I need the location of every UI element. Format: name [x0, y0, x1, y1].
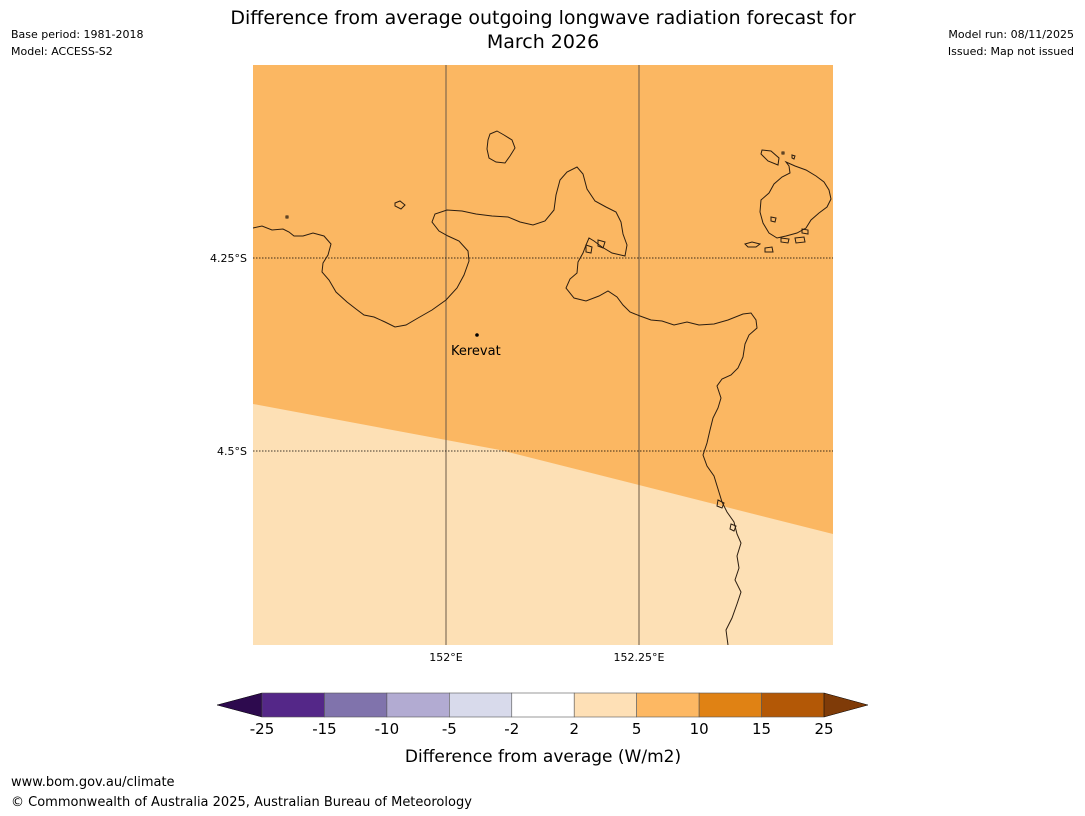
legend-tick-label: -5 — [442, 720, 457, 738]
legend-swatch — [698, 692, 762, 718]
legend-swatch — [636, 692, 700, 718]
base-period-text: Base period: 1981-2018 — [11, 28, 144, 41]
lat-label-4-25s: 4.25°S — [210, 252, 247, 265]
lat-label-4-5s: 4.5°S — [217, 445, 247, 458]
legend-swatch — [386, 692, 450, 718]
legend-swatch — [449, 692, 513, 718]
legend-tick-label: 15 — [752, 720, 771, 738]
legend-swatch — [324, 692, 388, 718]
kerevat-marker — [475, 333, 479, 337]
metadata-right: Model run: 08/11/2025 Issued: Map not is… — [948, 26, 1074, 60]
legend-tick-label: -15 — [312, 720, 337, 738]
legend-swatch — [573, 692, 637, 718]
footer-copyright: © Commonwealth of Australia 2025, Austra… — [11, 795, 472, 810]
legend-tick-label: -10 — [375, 720, 400, 738]
title-line-2: March 2026 — [486, 31, 600, 53]
footer-url: www.bom.gov.au/climate — [11, 775, 175, 790]
legend-tick-label: 10 — [690, 720, 709, 738]
lon-label-152-25e: 152.25°E — [614, 651, 665, 664]
legend-arrow-low — [216, 692, 263, 718]
map-title: Difference from average outgoing longwav… — [193, 6, 893, 54]
model-text: Model: ACCESS-S2 — [11, 45, 113, 58]
model-run-text: Model run: 08/11/2025 — [948, 28, 1074, 41]
legend-tick-label: -25 — [250, 720, 275, 738]
legend-title: Difference from average (W/m2) — [405, 747, 681, 767]
legend-swatch — [761, 692, 825, 718]
anomaly-band-2-5 — [253, 404, 833, 645]
title-line-1: Difference from average outgoing longwav… — [230, 7, 856, 29]
legend-arrow-high — [823, 692, 869, 718]
legend-tick-label: 2 — [569, 720, 579, 738]
metadata-left: Base period: 1981-2018 Model: ACCESS-S2 — [11, 26, 143, 60]
issued-text: Issued: Map not issued — [947, 45, 1074, 58]
legend-tick-label: -2 — [504, 720, 519, 738]
legend-tick-label: 25 — [814, 720, 833, 738]
legend-swatch — [511, 692, 575, 718]
place-label-kerevat: Kerevat — [451, 344, 501, 359]
legend-tick-label: 5 — [632, 720, 642, 738]
legend-swatch — [261, 692, 325, 718]
lon-label-152e: 152°E — [429, 651, 462, 664]
coastline — [253, 130, 832, 645]
